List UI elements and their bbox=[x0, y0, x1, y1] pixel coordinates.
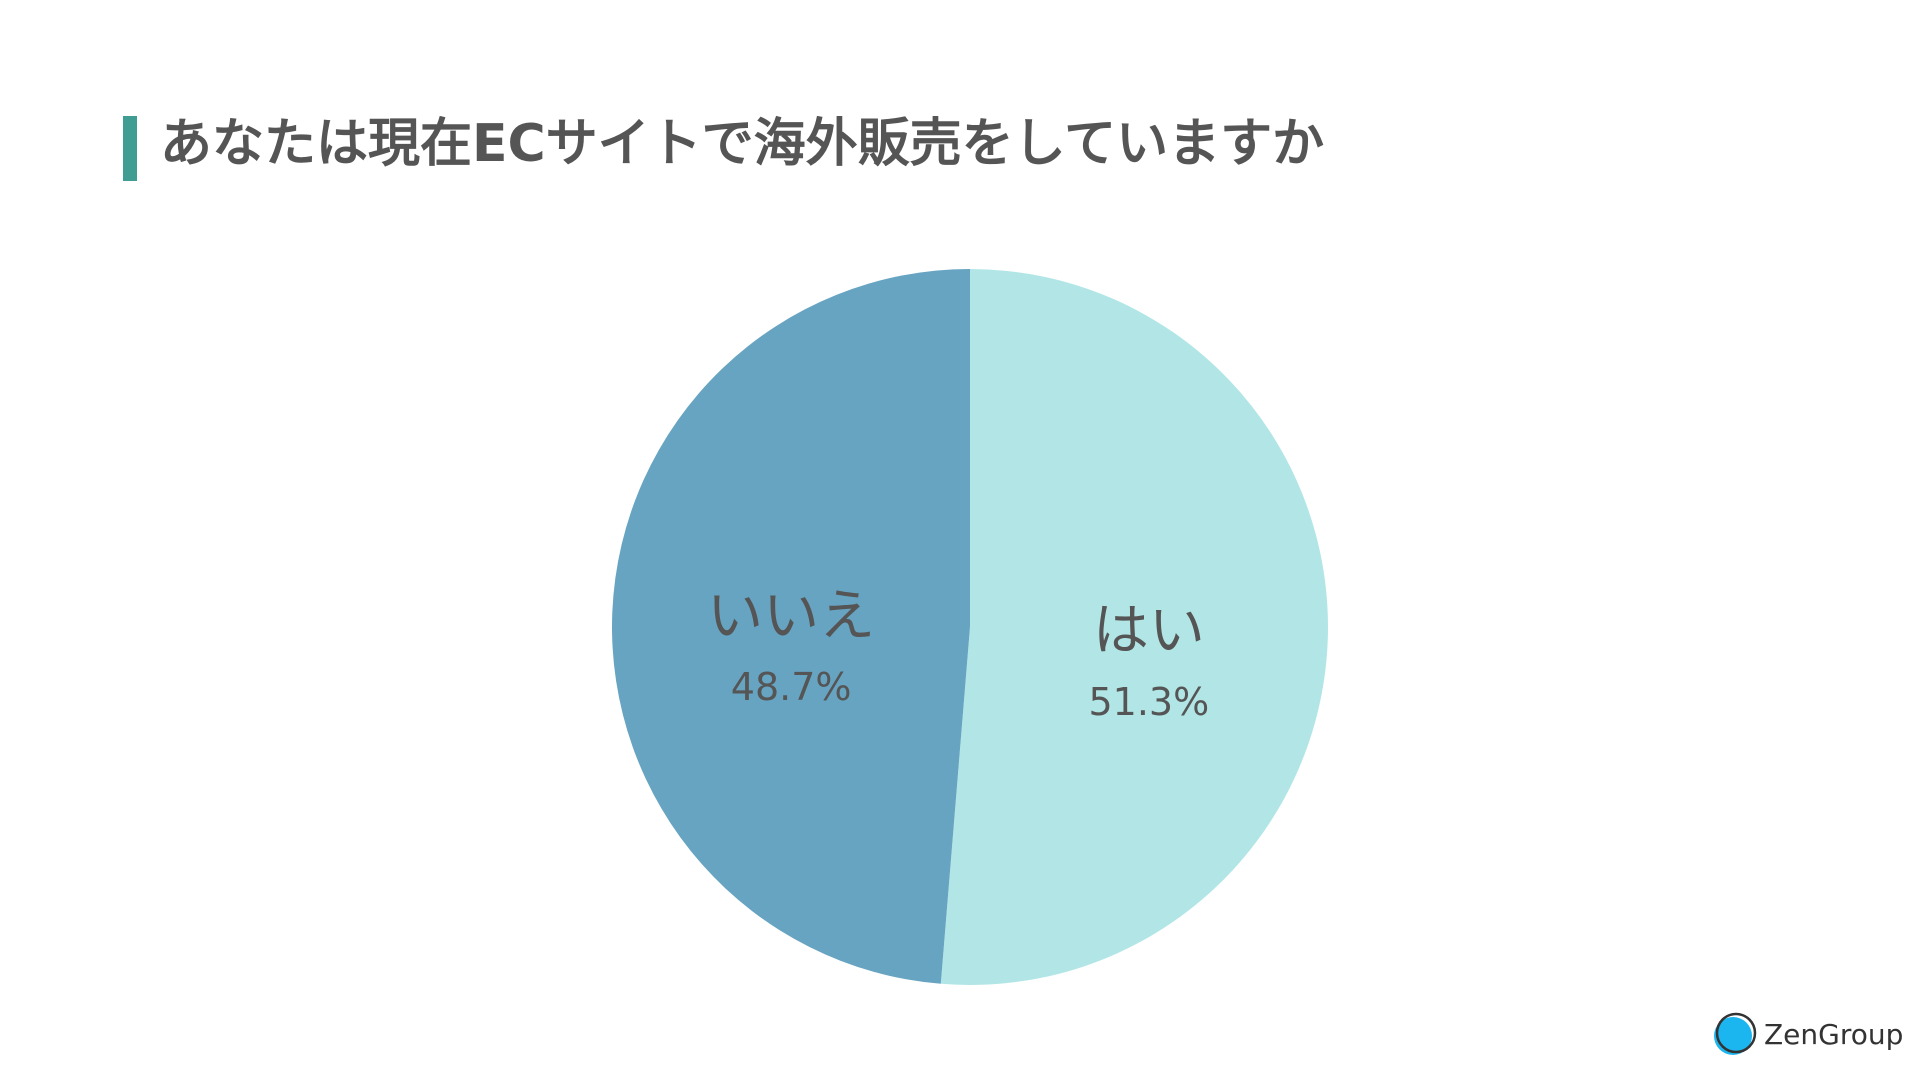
brand-name: ZenGroup bbox=[1764, 1018, 1903, 1051]
pie-slice bbox=[940, 269, 1329, 986]
value-label: 48.7% bbox=[731, 665, 852, 709]
value-label: 51.3% bbox=[1088, 680, 1209, 724]
slice-label: はい bbox=[1093, 598, 1205, 663]
slice-label: いいえ bbox=[707, 584, 875, 649]
chart-title: あなたは現在ECサイトで海外販売をしていますか bbox=[160, 114, 1324, 174]
logo-icon bbox=[1714, 1017, 1752, 1055]
title-accent bbox=[123, 116, 137, 181]
brand-logo: ZenGroup bbox=[1714, 1012, 1903, 1055]
logo-ring bbox=[1715, 1012, 1757, 1054]
pie-slice bbox=[612, 269, 970, 984]
